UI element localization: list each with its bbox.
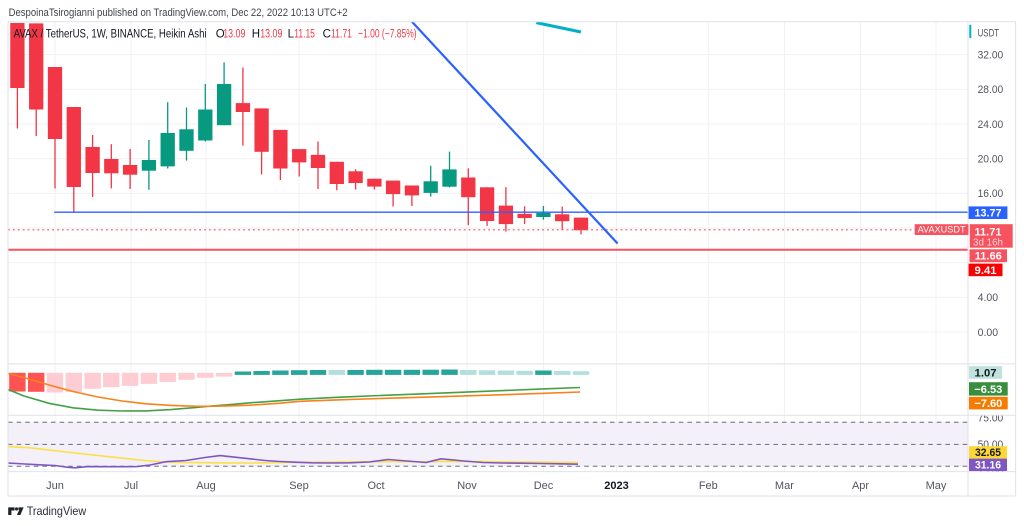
svg-text:Oct: Oct (367, 480, 384, 492)
svg-text:Jul: Jul (124, 480, 138, 492)
svg-text:4.00: 4.00 (978, 292, 999, 304)
svg-text:20.00: 20.00 (978, 154, 1004, 166)
svg-text:−6.53: −6.53 (974, 384, 1002, 396)
svg-text:11.66: 11.66 (975, 251, 1002, 263)
svg-text:24.00: 24.00 (978, 119, 1004, 131)
svg-text:Aug: Aug (196, 480, 216, 492)
svg-text:H: H (252, 28, 260, 40)
svg-text:28.00: 28.00 (978, 84, 1004, 96)
svg-text:16.00: 16.00 (978, 188, 1004, 200)
svg-text:32.00: 32.00 (978, 49, 1004, 61)
svg-text:0.00: 0.00 (978, 327, 999, 339)
svg-text:Feb: Feb (699, 480, 718, 492)
svg-text:USDT: USDT (978, 27, 1000, 39)
svg-text:Jun: Jun (46, 480, 64, 492)
svg-text:O: O (216, 28, 225, 40)
svg-text:Dec: Dec (534, 480, 554, 492)
svg-text:3d 16h: 3d 16h (973, 237, 1003, 248)
svg-text:13.09: 13.09 (260, 28, 282, 40)
svg-text:May: May (926, 480, 947, 492)
svg-text:11.71: 11.71 (331, 28, 352, 40)
svg-text:Apr: Apr (852, 480, 869, 492)
svg-text:AVAX / TetherUS, 1W, BINANCE,: AVAX / TetherUS, 1W, BINANCE, Heikin Ash… (14, 28, 207, 40)
svg-text:31.16: 31.16 (975, 459, 1001, 471)
svg-text:Mar: Mar (775, 480, 794, 492)
svg-text:13.09: 13.09 (223, 28, 245, 40)
svg-text:9.41: 9.41 (975, 265, 997, 277)
svg-text:2023: 2023 (604, 480, 628, 492)
svg-text:DespoinaTsirogianni published: DespoinaTsirogianni published on Trading… (9, 7, 348, 19)
svg-text:Sep: Sep (289, 480, 309, 492)
svg-text:32.65: 32.65 (975, 447, 1001, 459)
svg-text:TradingView: TradingView (27, 504, 87, 518)
svg-text:AVAXUSDT: AVAXUSDT (918, 225, 966, 235)
svg-text:11.71: 11.71 (975, 226, 1002, 238)
svg-text:13.77: 13.77 (975, 208, 1002, 220)
svg-text:L: L (288, 28, 295, 40)
svg-text:Nov: Nov (457, 480, 477, 492)
svg-text:−1.00 (−7.85%): −1.00 (−7.85%) (358, 28, 417, 40)
svg-text:C: C (323, 28, 331, 40)
svg-text:1.07: 1.07 (975, 367, 997, 379)
svg-text:75.00: 75.00 (978, 413, 1004, 425)
svg-text:−7.60: −7.60 (974, 398, 1002, 410)
svg-text:11.15: 11.15 (294, 28, 315, 40)
